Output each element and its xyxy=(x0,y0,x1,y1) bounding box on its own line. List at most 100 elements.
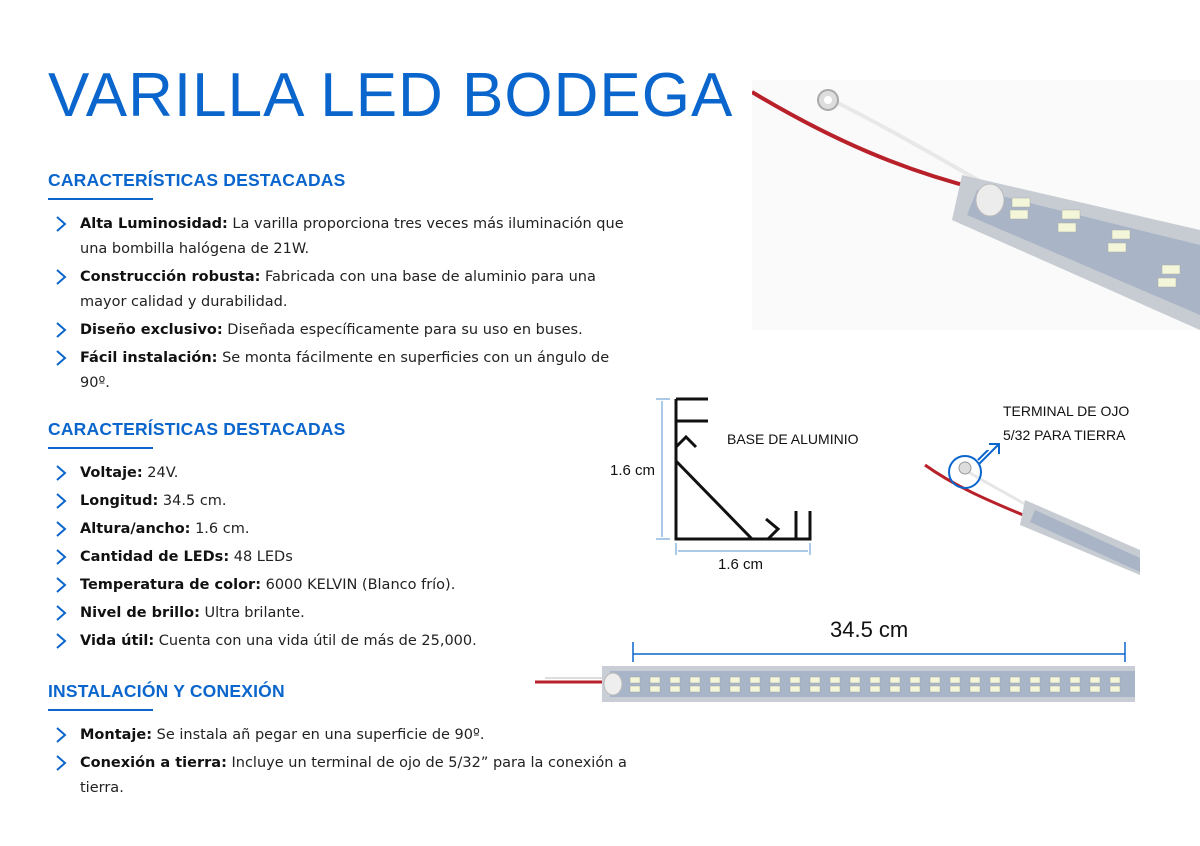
led-chip xyxy=(809,685,821,693)
led-chip xyxy=(1069,685,1081,693)
item-text: Diseñada específicamente para su uso en … xyxy=(222,322,583,338)
led-chip xyxy=(909,676,921,684)
led-chip xyxy=(1029,685,1041,693)
led-chip xyxy=(809,676,821,684)
led-chip xyxy=(1049,676,1061,684)
item-label: Vida útil: xyxy=(80,633,155,649)
item-text: Se instala añ pegar en una superficie de… xyxy=(152,727,485,743)
item-text: La varilla proporciona tres veces más il… xyxy=(80,216,624,257)
installation-list: Montaje: Se instala añ pegar en una supe… xyxy=(48,723,638,801)
led-chip xyxy=(849,676,861,684)
list-item: Alta Luminosidad: La varilla proporciona… xyxy=(48,212,638,262)
chevron-right-icon xyxy=(56,216,67,232)
led-chip xyxy=(649,676,661,684)
led-bar-photo xyxy=(752,80,1200,330)
led-chip xyxy=(729,676,741,684)
list-item: Voltaje: 24V. xyxy=(48,461,638,486)
led-chip xyxy=(929,685,941,693)
led-chip xyxy=(849,685,861,693)
led-chip xyxy=(1089,676,1101,684)
item-text: Cuenta con una vida útil de más de 25,00… xyxy=(154,633,477,649)
chevron-right-icon xyxy=(56,577,67,593)
item-text: 6000 KELVIN (Blanco frío). xyxy=(261,577,456,593)
item-label: Nivel de brillo: xyxy=(80,605,200,621)
chevron-right-icon xyxy=(56,521,67,537)
led-chip xyxy=(889,676,901,684)
base-label: BASE DE ALUMINIO xyxy=(727,431,859,447)
led-chip xyxy=(749,676,761,684)
led-chip xyxy=(929,676,941,684)
led-chip xyxy=(889,685,901,693)
led-chip xyxy=(709,685,721,693)
led-chip xyxy=(1029,676,1041,684)
item-text: 34.5 cm. xyxy=(158,493,227,509)
led-chip xyxy=(869,685,881,693)
list-item: Vida útil: Cuenta con una vida útil de m… xyxy=(48,629,638,654)
chevron-right-icon xyxy=(56,549,67,565)
item-label: Fácil instalación: xyxy=(80,350,218,366)
led-chip xyxy=(1089,685,1101,693)
chevron-right-icon xyxy=(56,350,67,366)
chevron-right-icon xyxy=(56,322,67,338)
list-item: Diseño exclusivo: Diseñada específicamen… xyxy=(48,318,638,343)
led-chip xyxy=(829,685,841,693)
led-chip xyxy=(649,685,661,693)
led-chip xyxy=(949,676,961,684)
led-chip xyxy=(829,676,841,684)
chevron-right-icon xyxy=(56,633,67,649)
item-label: Montaje: xyxy=(80,727,153,743)
list-item: Cantidad de LEDs: 48 LEDs xyxy=(48,545,638,570)
list-item: Nivel de brillo: Ultra brilante. xyxy=(48,601,638,626)
section-heading: INSTALACIÓN Y CONEXIÓN xyxy=(48,681,285,701)
section-features: CARACTERÍSTICAS DESTACADAS Alta Luminosi… xyxy=(48,170,638,399)
section-heading: CARACTERÍSTICAS DESTACADAS xyxy=(48,170,346,190)
led-bar-length-photo xyxy=(535,642,1135,702)
led-chip xyxy=(909,685,921,693)
arrow-icon xyxy=(978,443,1000,465)
item-label: Alta Luminosidad: xyxy=(80,216,228,232)
list-item: Construcción robusta: Fabricada con una … xyxy=(48,265,638,315)
item-label: Altura/ancho: xyxy=(80,521,191,537)
led-chip xyxy=(969,676,981,684)
heading-underline xyxy=(48,709,153,711)
section-installation: INSTALACIÓN Y CONEXIÓN Montaje: Se insta… xyxy=(48,681,638,804)
led-chip xyxy=(789,676,801,684)
item-label: Construcción robusta: xyxy=(80,269,261,285)
item-label: Cantidad de LEDs: xyxy=(80,549,230,565)
features-list: Alta Luminosidad: La varilla proporciona… xyxy=(48,212,638,396)
chevron-right-icon xyxy=(56,755,67,771)
item-text: 1.6 cm. xyxy=(190,521,250,537)
led-chip xyxy=(1069,676,1081,684)
list-item: Altura/ancho: 1.6 cm. xyxy=(48,517,638,542)
item-label: Diseño exclusivo: xyxy=(80,322,223,338)
terminal-label-1: TERMINAL DE OJO xyxy=(1003,403,1130,419)
height-label: 1.6 cm xyxy=(610,462,656,479)
chevron-right-icon xyxy=(56,493,67,509)
led-chip xyxy=(669,676,681,684)
item-label: Temperatura de color: xyxy=(80,577,261,593)
led-chip xyxy=(989,685,1001,693)
led-chip xyxy=(749,685,761,693)
item-text: Fabricada con una base de aluminio para … xyxy=(80,269,596,310)
led-chip xyxy=(709,676,721,684)
width-label: 1.6 cm xyxy=(718,556,764,573)
item-label: Conexión a tierra: xyxy=(80,755,227,771)
item-text: Incluye un terminal de ojo de 5/32” para… xyxy=(80,755,627,796)
terminal-label-2: 5/32 PARA TIERRA xyxy=(1003,427,1126,443)
heading-underline xyxy=(48,447,153,449)
list-item: Conexión a tierra: Incluye un terminal d… xyxy=(48,751,638,801)
section-specs: CARACTERÍSTICAS DESTACADAS Voltaje: 24V.… xyxy=(48,419,638,657)
page-title: VARILLA LED BODEGA xyxy=(48,61,734,130)
led-chip xyxy=(1109,685,1121,693)
chevron-right-icon xyxy=(56,465,67,481)
led-chip xyxy=(669,685,681,693)
led-chip xyxy=(1009,676,1021,684)
list-item: Fácil instalación: Se monta fácilmente e… xyxy=(48,346,638,396)
specs-list: Voltaje: 24V. Longitud: 34.5 cm. Altura/an… xyxy=(48,461,638,654)
item-text: 48 LEDs xyxy=(229,549,293,565)
list-item: Temperatura de color: 6000 KELVIN (Blanc… xyxy=(48,573,638,598)
led-chip xyxy=(1009,685,1021,693)
chevron-right-icon xyxy=(56,727,67,743)
item-label: Voltaje: xyxy=(80,465,143,481)
led-chip xyxy=(1109,676,1121,684)
